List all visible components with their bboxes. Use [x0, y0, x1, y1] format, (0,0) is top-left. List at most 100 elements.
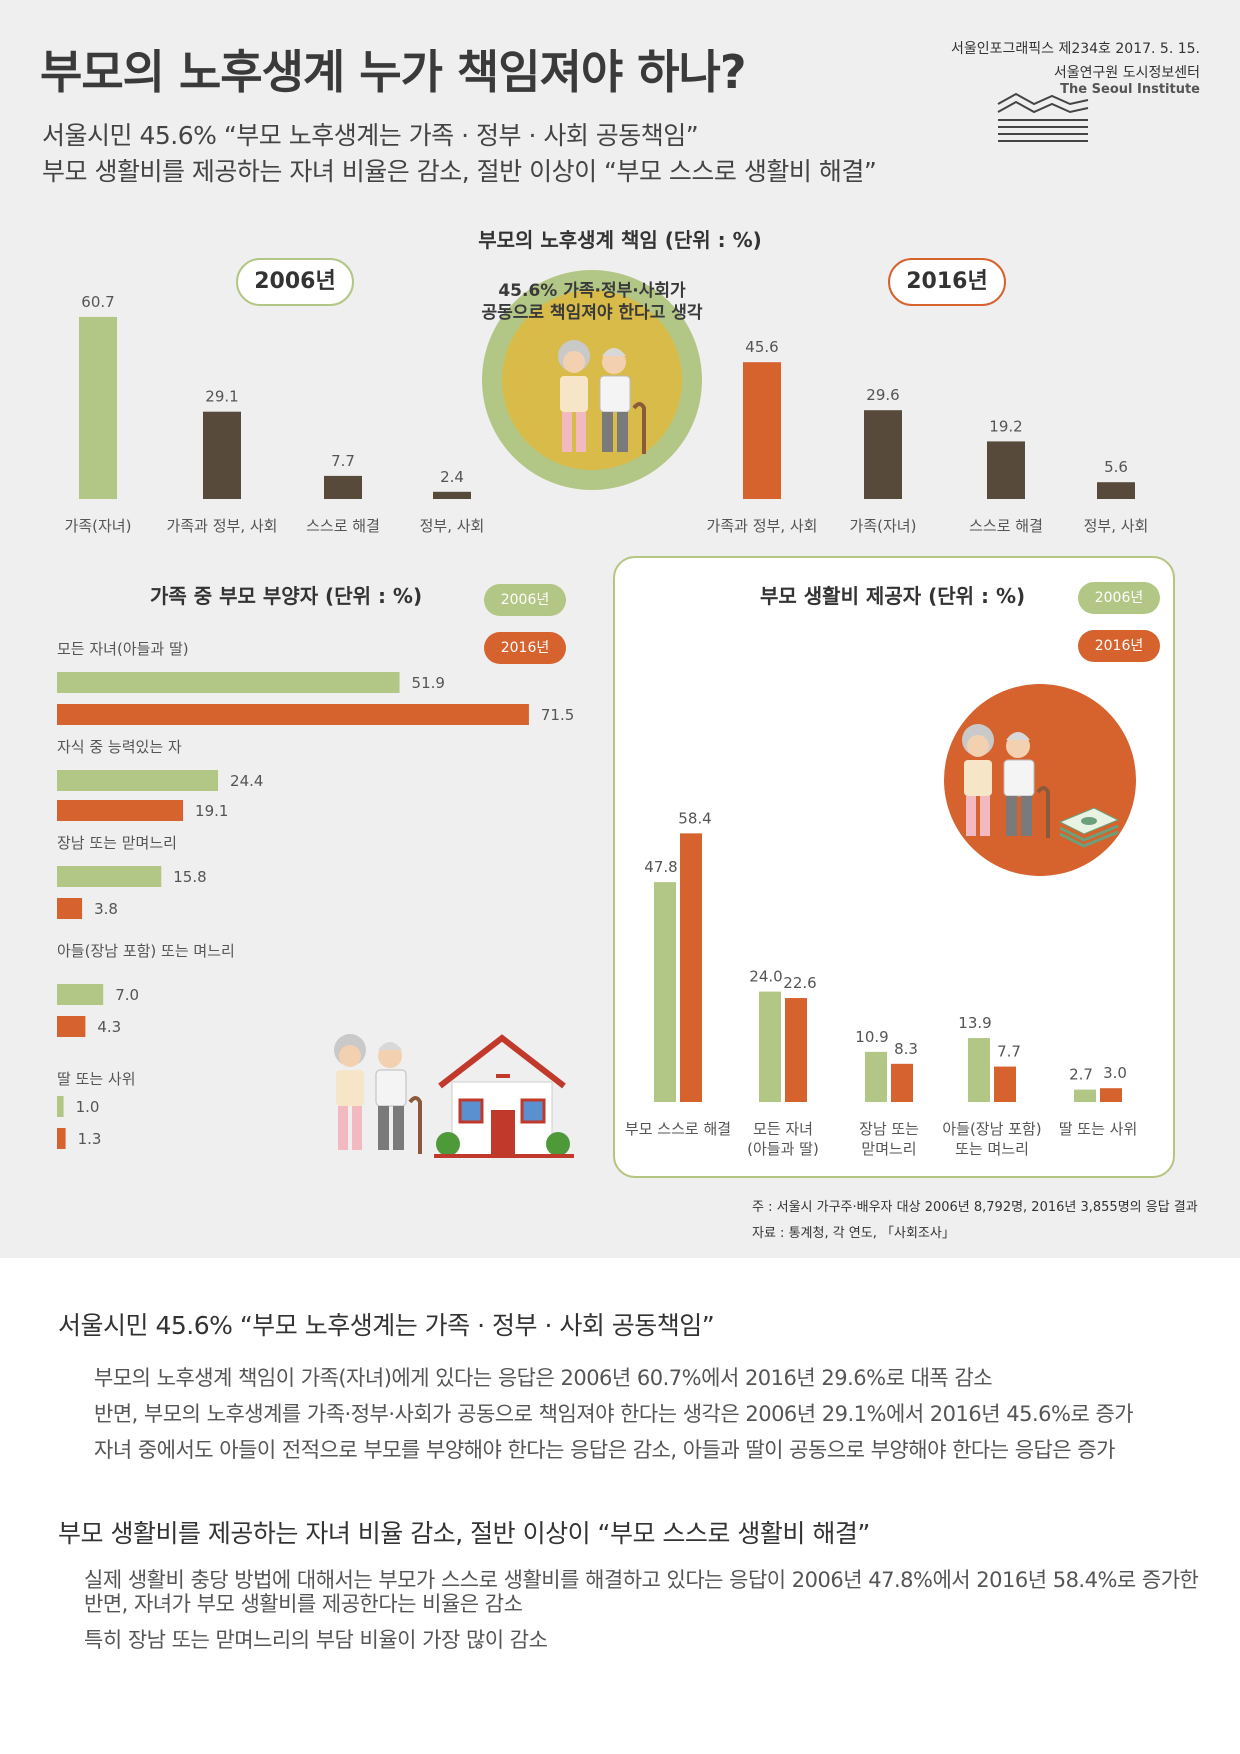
subtitle-2: 부모 생활비를 제공하는 자녀 비율은 감소, 절반 이상이 “부모 스스로 생…: [42, 157, 877, 186]
hbar-2006년-2: [57, 866, 162, 887]
value-label-2016년-3: 5.6: [1104, 458, 1128, 476]
section1-p1: 부모의 노후생계 책임이 가족(자녀)에게 있다는 응답은 2006년 60.7…: [94, 1366, 993, 1390]
institute-name-en: The Seoul Institute: [1060, 82, 1200, 97]
house-icon: [434, 1034, 574, 1158]
vbar-value-2016년-1: 22.6: [783, 974, 816, 992]
hbar-2016년-1: [57, 800, 184, 821]
legend-2006: 2006년: [484, 584, 566, 616]
chart2-title: 가족 중 부모 부양자 (단위 : %): [150, 584, 423, 608]
category-label-2006년-2: 스스로 해결: [306, 517, 380, 535]
category-label-2-0: 장남 또는: [859, 1120, 919, 1138]
bar-2006년-2: [324, 475, 362, 499]
elderly-couple-circle: [482, 270, 702, 490]
value-label-2006년-3: 2.4: [440, 468, 464, 486]
value-label-2006년-0: 60.7: [81, 293, 114, 311]
vbar-2006년-2: [865, 1051, 887, 1102]
value-label-2016년-0: 45.6: [745, 338, 778, 356]
category-label-3-1: 또는 며느리: [955, 1140, 1029, 1158]
bar-2016년-3: [1097, 482, 1135, 499]
vbar-2006년-3: [968, 1038, 990, 1102]
category-label-2016년-2: 스스로 해결: [969, 517, 1043, 535]
institute-name: 서울연구원 도시정보센터: [1053, 65, 1200, 81]
value-label-2016년-1: 29.6: [866, 386, 899, 404]
vbar-value-2006년-4: 2.7: [1069, 1066, 1093, 1084]
vbar-value-2016년-2: 8.3: [894, 1040, 918, 1058]
vbar-2016년-3: [994, 1066, 1016, 1102]
note-source: 자료 : 통계청, 각 연도, 「사회조사」: [752, 1226, 955, 1241]
hbar-2016년-0: [57, 704, 529, 725]
category-label-0: 모든 자녀(아들과 딸): [57, 640, 189, 658]
family-caregiver-chart: 모든 자녀(아들과 딸) 51.9 71.5 자식 중 능력있는 자 24.419.1 장…: [57, 640, 574, 1149]
bar-2006년-1: [203, 411, 241, 499]
elderly-couple-icon-3: [962, 724, 1050, 838]
category-label-2006년-0: 가족(자녀): [65, 517, 132, 535]
vbar-2016년-4: [1100, 1088, 1122, 1102]
category-label-2006년-3: 정부, 사회: [420, 517, 485, 535]
category-label-1-0: 모든 자녀: [753, 1120, 813, 1138]
hbar-2006년-0: [57, 672, 400, 693]
seoul-institute-logo: [997, 92, 1089, 142]
category-label-2006년-1: 가족과 정부, 사회: [167, 517, 278, 535]
bar-2016년-0: [743, 362, 781, 499]
chart3-title: 부모 생활비 제공자 (단위 : %): [760, 584, 1026, 608]
category-label-4-0: 딸 또는 사위: [1059, 1120, 1138, 1138]
hbar-value-2006년-4: 1.0: [76, 1098, 100, 1116]
hbar-value-2016년-2: 3.8: [94, 900, 118, 918]
category-label-3: 아들(장남 포함) 또는 며느리: [57, 942, 235, 960]
hbar-2006년-3: [57, 984, 104, 1005]
center-note-line2: 공동으로 책임져야 한다고 생각: [481, 303, 703, 323]
vbar-2016년-1: [785, 998, 807, 1102]
section2-p1b: 반면, 자녀가 부모 생활비를 제공한다는 비율은 감소: [84, 1592, 523, 1616]
subtitle-1: 서울시민 45.6% “부모 노후생계는 가족 · 정부 · 사회 공동책임”: [42, 121, 699, 150]
category-label-2016년-0: 가족과 정부, 사회: [707, 517, 818, 535]
legend3-2006: 2006년: [1078, 582, 1160, 614]
category-label-2016년-1: 가족(자녀): [850, 517, 917, 535]
bar-2016년-2: [987, 441, 1025, 499]
elderly-couple-icon: [558, 340, 646, 454]
value-label-2006년-1: 29.1: [205, 388, 238, 406]
infographic-bottom: [0, 1258, 1240, 1754]
hbar-value-2016년-3: 4.3: [97, 1018, 121, 1036]
parent-support-responsibility-chart: 60.7 가족(자녀) 29.1 가족과 정부, 사회 7.7 스스로 해결 2.4 정부, …: [65, 293, 1149, 535]
note-survey: 주 : 서울시 가구주·배우자 대상 2006년 8,792명, 2016년 3…: [752, 1200, 1198, 1215]
category-label-2-1: 맏며느리: [861, 1140, 916, 1158]
value-label-2006년-2: 7.7: [331, 452, 355, 470]
vbar-value-2016년-0: 58.4: [678, 809, 711, 827]
section2-p2: 특히 장남 또는 맏며느리의 부담 비율이 가장 많이 감소: [84, 1628, 548, 1652]
bar-2006년-3: [433, 491, 471, 499]
section2-heading: 부모 생활비를 제공하는 자녀 비율 감소, 절반 이상이 “부모 스스로 생활…: [58, 1519, 870, 1548]
category-label-0-0: 부모 스스로 해결: [625, 1120, 731, 1138]
vbar-value-2016년-3: 7.7: [997, 1043, 1021, 1061]
bar-2016년-1: [864, 410, 902, 499]
hbar-value-2006년-3: 7.0: [115, 986, 139, 1004]
section2-p1a: 실제 생활비 충당 방법에 대해서는 부모가 스스로 생활비를 해결하고 있다는…: [84, 1568, 1199, 1592]
year-pill-2006: 2006년: [236, 258, 354, 306]
hbar-2006년-1: [57, 770, 219, 791]
category-label-4: 딸 또는 사위: [57, 1070, 136, 1088]
category-label-1: 자식 중 능력있는 자: [57, 738, 182, 756]
vbar-2006년-1: [759, 991, 781, 1102]
year-pill-2016: 2016년: [888, 258, 1006, 306]
hbar-value-2016년-0: 71.5: [541, 706, 574, 724]
vbar-value-2006년-1: 24.0: [749, 968, 782, 986]
hbar-value-2016년-1: 19.1: [195, 802, 228, 820]
vbar-value-2006년-0: 47.8: [644, 858, 677, 876]
couple-money-circle: [944, 684, 1136, 876]
vbar-value-2006년-2: 10.9: [855, 1028, 888, 1046]
category-label-3-0: 아들(장남 포함): [942, 1120, 1041, 1138]
section1-p3: 자녀 중에서도 아들이 전적으로 부모를 부양해야 한다는 응답은 감소, 아들…: [94, 1438, 1115, 1462]
couple-and-house-illustration: [334, 1034, 574, 1158]
inner-circle: [502, 290, 682, 470]
section1-heading: 서울시민 45.6% “부모 노후생계는 가족 · 정부 · 사회 공동책임”: [58, 1311, 715, 1340]
hbar-value-2016년-4: 1.3: [78, 1130, 102, 1148]
section1-p2: 반면, 부모의 노후생계를 가족·정부·사회가 공동으로 책임져야 한다는 생각…: [94, 1402, 1134, 1426]
hbar-2016년-2: [57, 898, 83, 919]
money-stack-icon: [1058, 807, 1120, 848]
vbar-2006년-0: [654, 882, 676, 1102]
category-label-1-1: (아들과 딸): [747, 1140, 819, 1158]
hbar-value-2006년-1: 24.4: [230, 772, 263, 790]
center-note: 45.6% 가족·정부·사회가 공동으로 책임져야 한다고 생각: [460, 280, 724, 324]
center-note-line1: 45.6% 가족·정부·사회가: [498, 281, 686, 301]
category-label-2: 장남 또는 맏며느리: [57, 834, 177, 852]
category-label-2016년-3: 정부, 사회: [1084, 517, 1149, 535]
